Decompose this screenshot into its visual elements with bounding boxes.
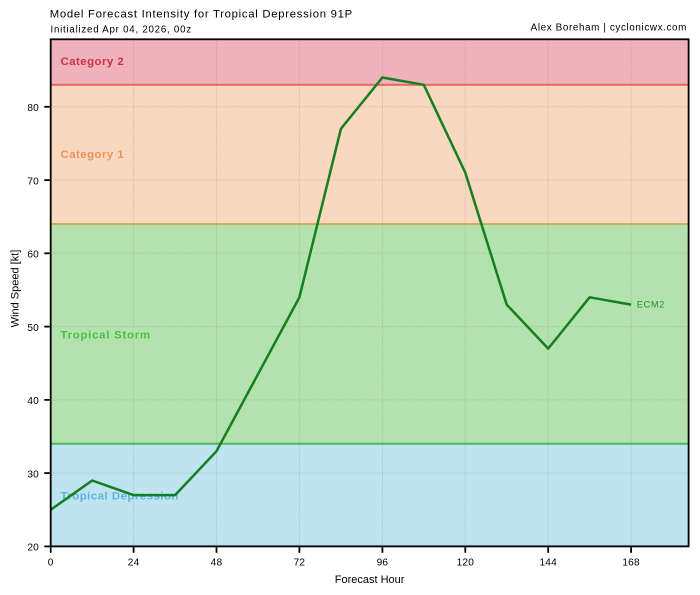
svg-text:Initialized Apr 04, 2026, 00z: Initialized Apr 04, 2026, 00z bbox=[51, 24, 192, 35]
svg-text:ECM2: ECM2 bbox=[637, 298, 665, 309]
svg-text:24: 24 bbox=[128, 558, 140, 569]
svg-text:Forecast Hour: Forecast Hour bbox=[335, 574, 405, 586]
svg-text:96: 96 bbox=[377, 558, 389, 569]
svg-text:Category 2: Category 2 bbox=[61, 56, 125, 68]
svg-text:20: 20 bbox=[27, 543, 39, 554]
svg-text:50: 50 bbox=[27, 323, 39, 334]
svg-text:40: 40 bbox=[27, 396, 39, 407]
svg-text:Category 1: Category 1 bbox=[61, 149, 125, 161]
svg-text:72: 72 bbox=[294, 558, 306, 569]
svg-text:30: 30 bbox=[27, 469, 39, 480]
svg-text:48: 48 bbox=[211, 558, 223, 569]
svg-text:Wind Speed [kt]: Wind Speed [kt] bbox=[10, 250, 22, 328]
svg-text:80: 80 bbox=[27, 103, 39, 114]
svg-text:144: 144 bbox=[539, 558, 557, 569]
svg-text:168: 168 bbox=[622, 558, 640, 569]
svg-text:Tropical Depression: Tropical Depression bbox=[61, 490, 179, 502]
svg-text:70: 70 bbox=[27, 176, 39, 187]
svg-text:Tropical Storm: Tropical Storm bbox=[61, 329, 151, 341]
svg-text:Alex Boreham | cyclonicwx.com: Alex Boreham | cyclonicwx.com bbox=[531, 22, 687, 33]
svg-text:0: 0 bbox=[48, 558, 54, 569]
svg-text:60: 60 bbox=[27, 250, 39, 261]
svg-text:120: 120 bbox=[457, 558, 475, 569]
svg-text:Model Forecast Intensity for T: Model Forecast Intensity for Tropical De… bbox=[50, 8, 353, 20]
